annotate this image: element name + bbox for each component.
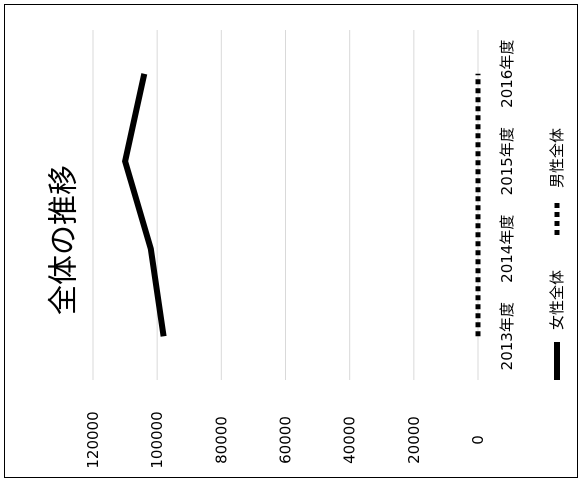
series-line-female <box>122 73 167 337</box>
category-label: 2015年度 <box>498 127 516 195</box>
category-label: 2014年度 <box>498 215 516 283</box>
value-tick-label: 0 <box>469 435 487 445</box>
category-label: 2013年度 <box>498 302 516 370</box>
value-tick-label: 20000 <box>405 416 423 464</box>
chart-frame: 0 20000 40000 60000 80000 100000 120000 2013年度 2… <box>4 4 578 478</box>
value-tick-label: 120000 <box>84 411 102 468</box>
value-tick-label: 40000 <box>341 416 359 464</box>
value-tick-label: 80000 <box>212 416 230 464</box>
value-tick-label: 100000 <box>148 411 166 468</box>
legend-label-female: 女性全体 <box>548 270 566 330</box>
value-tick-label: 60000 <box>277 416 295 464</box>
category-label: 2016年度 <box>498 40 516 108</box>
chart-title: 全体の推移 <box>47 165 82 315</box>
line-chart: 0 20000 40000 60000 80000 100000 120000 2013年度 2… <box>47 30 566 469</box>
legend-label-male: 男性全体 <box>548 128 566 188</box>
